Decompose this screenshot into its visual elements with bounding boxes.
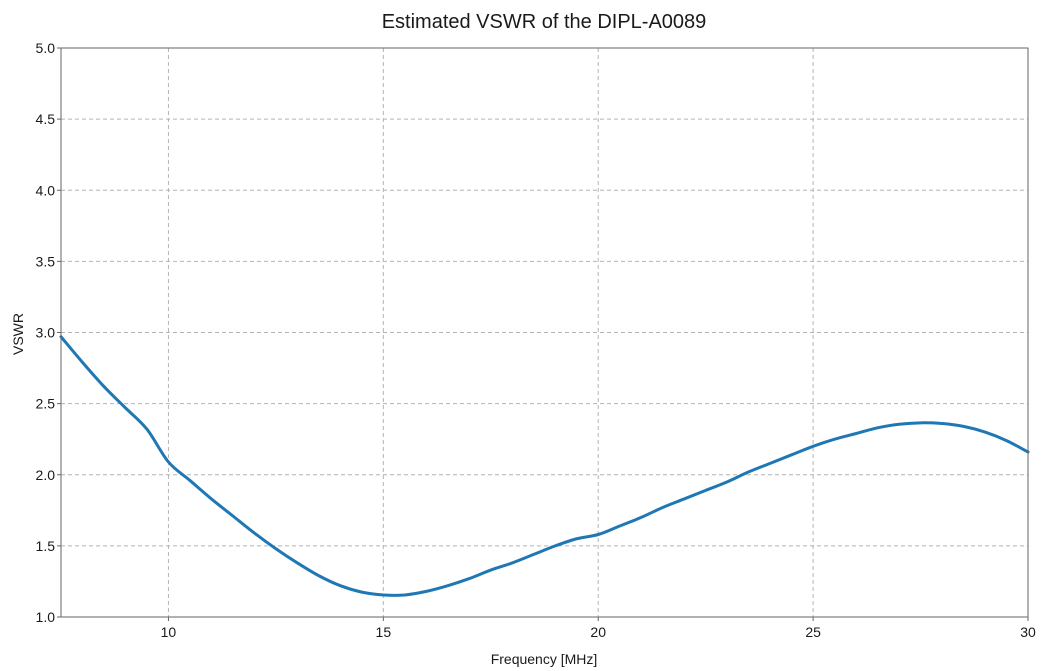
y-tick-label: 4.5: [36, 111, 56, 127]
x-tick-label: 30: [1020, 624, 1036, 640]
x-tick-label: 25: [805, 624, 821, 640]
x-tick-label: 20: [590, 624, 606, 640]
y-tick-label: 3.5: [36, 253, 56, 269]
y-axis-label: VSWR: [10, 313, 26, 355]
vswr-series-line: [59, 335, 1030, 597]
y-tick-label: 3.0: [36, 325, 56, 341]
y-tick-label: 5.0: [36, 40, 56, 56]
y-tick-label: 2.5: [36, 396, 56, 412]
x-tick-label: 15: [376, 624, 392, 640]
y-tick-label: 1.5: [36, 538, 56, 554]
y-tick-label: 2.0: [36, 467, 56, 483]
series-layer: [59, 335, 1030, 597]
chart-title: Estimated VSWR of the DIPL-A0089: [382, 11, 707, 33]
x-tick-label: 10: [161, 624, 177, 640]
ticks-layer: 10 15 20 25 30 1.0 1.5 2.0 2.5 3.0 3.5 4.0 4.5 5.0: [36, 40, 1036, 640]
x-axis-label: Frequency [MHz]: [491, 651, 598, 667]
y-tick-label: 4.0: [36, 182, 56, 198]
grid-layer: [61, 48, 1028, 617]
y-tick-label: 1.0: [36, 609, 56, 625]
